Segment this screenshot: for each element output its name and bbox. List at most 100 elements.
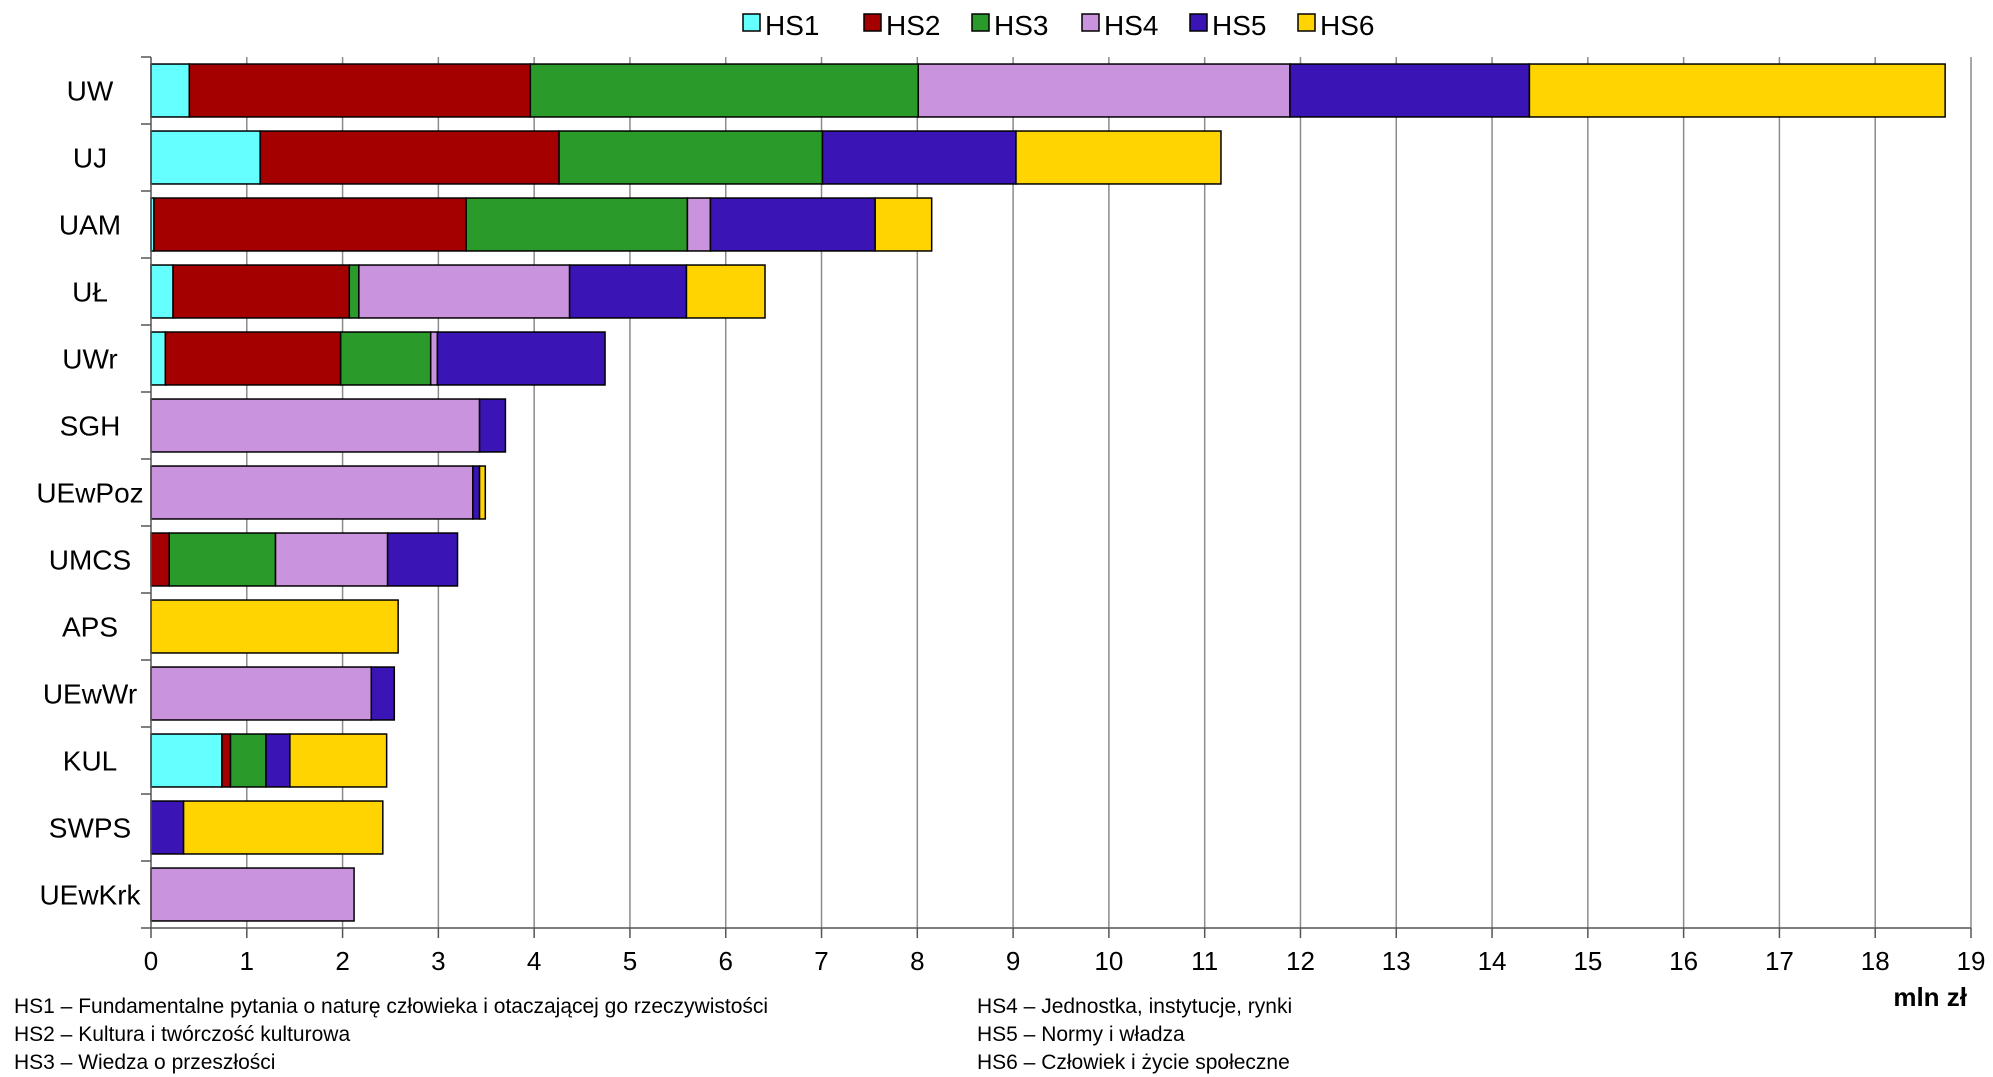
bar-hs4: [150, 867, 355, 922]
category-label: UWr: [62, 344, 117, 375]
bar-hs5: [386, 532, 459, 587]
bar-hs3: [229, 733, 267, 788]
legend-label-hs6: HS6: [1320, 10, 1374, 41]
bars: [150, 63, 1946, 922]
bar-hs6: [1528, 63, 1946, 118]
bar-hs5: [478, 398, 507, 453]
category-label: UAM: [59, 210, 121, 241]
x-tick-label: 13: [1382, 946, 1411, 976]
bar-hs5: [370, 666, 396, 721]
legend-swatch-hs6: [1297, 13, 1316, 32]
legend-swatch-hs2: [863, 13, 882, 32]
bar-hs4: [358, 264, 571, 319]
note-hs6: HS6 – Człowiek i życie społeczne: [977, 1051, 1290, 1074]
x-tick-label: 3: [431, 946, 445, 976]
x-tick-label: 10: [1094, 946, 1123, 976]
legend-swatch-hs3: [971, 13, 990, 32]
legend-label-hs5: HS5: [1212, 10, 1266, 41]
bar-hs2: [164, 331, 342, 386]
note-hs1: HS1 – Fundamentalne pytania o naturę czł…: [14, 995, 769, 1018]
bar-hs4: [917, 63, 1291, 118]
bar-hs5: [265, 733, 291, 788]
bar-hs2: [188, 63, 532, 118]
legend: HS1 HS2 HS3 HS4 HS5 HS6: [742, 10, 1374, 41]
x-tick-label: 15: [1573, 946, 1602, 976]
x-tick-label: 19: [1957, 946, 1986, 976]
category-label: UJ: [73, 143, 107, 174]
note-hs5: HS5 – Normy i władza: [977, 1023, 1185, 1046]
bar-hs4: [429, 331, 439, 386]
x-tick-label: 4: [527, 946, 541, 976]
bar-hs4: [150, 666, 373, 721]
legend-label-hs2: HS2: [886, 10, 940, 41]
bar-hs2: [172, 264, 351, 319]
legend-label-hs3: HS3: [994, 10, 1048, 41]
x-tick-label: 14: [1478, 946, 1507, 976]
bar-hs6: [289, 733, 388, 788]
x-tick-label: 1: [240, 946, 254, 976]
legend-swatch-hs4: [1081, 13, 1100, 32]
x-tick-label: 9: [1006, 946, 1020, 976]
bar-hs2: [153, 197, 467, 252]
category-label: SWPS: [49, 813, 131, 844]
x-tick-label: 17: [1765, 946, 1794, 976]
x-tick-labels: 0 1 2 3 4 5 6 7 8 9 10 11 12 13 14 15 16 17 18 19: [144, 946, 1986, 976]
x-tick-label: 16: [1669, 946, 1698, 976]
bar-hs5: [436, 331, 606, 386]
x-tick-label: 0: [144, 946, 158, 976]
bar-hs1: [150, 733, 223, 788]
category-label: UW: [67, 76, 114, 107]
bar-hs4: [150, 465, 474, 520]
x-axis-unit-label: mln zł: [1893, 982, 1967, 1012]
bar-hs3: [465, 197, 689, 252]
bar-hs5: [472, 465, 481, 520]
bar-hs2: [150, 532, 170, 587]
legend-swatch-hs1: [742, 13, 761, 32]
x-tick-label: 8: [910, 946, 924, 976]
gridlines: [246, 57, 1972, 928]
bar-hs3: [168, 532, 277, 587]
bar-hs3: [348, 264, 360, 319]
bar-hs6: [1015, 130, 1222, 185]
bar-hs1: [150, 331, 167, 386]
category-label: UŁ: [72, 277, 108, 308]
bar-hs5: [1289, 63, 1531, 118]
x-tick-label: 6: [719, 946, 733, 976]
bar-hs4: [686, 197, 712, 252]
bar-hs6: [150, 599, 399, 654]
category-label: UEwWr: [43, 679, 137, 710]
legend-swatch-hs5: [1189, 13, 1208, 32]
bar-hs2: [221, 733, 232, 788]
category-label: KUL: [63, 746, 117, 777]
bar-hs1: [150, 63, 191, 118]
category-label: UEwPoz: [36, 478, 143, 509]
bar-hs6: [182, 800, 384, 855]
bar-hs1: [150, 264, 174, 319]
x-tick-label: 7: [814, 946, 828, 976]
bar-hs2: [259, 130, 560, 185]
category-label: APS: [62, 612, 118, 643]
bar-hs3: [529, 63, 920, 118]
category-label: UMCS: [49, 545, 131, 576]
bar-hs6: [685, 264, 766, 319]
category-label: SGH: [60, 411, 121, 442]
x-tick-label: 11: [1191, 946, 1218, 976]
notes-right: HS4 – Jednostka, instytucje, rynki HS5 –…: [977, 993, 1292, 1077]
axes: [141, 56, 1972, 938]
bar-hs6: [874, 197, 933, 252]
note-hs2: HS2 – Kultura i twórczość kulturowa: [14, 1023, 351, 1046]
bar-hs5: [821, 130, 1017, 185]
category-label: UEwKrk: [39, 880, 141, 911]
legend-label-hs4: HS4: [1104, 10, 1158, 41]
note-hs4: HS4 – Jednostka, instytucje, rynki: [977, 995, 1293, 1018]
bar-hs3: [339, 331, 432, 386]
bar-hs5: [568, 264, 688, 319]
x-tick-label: 12: [1286, 946, 1315, 976]
x-tick-label: 2: [335, 946, 349, 976]
legend-label-hs1: HS1: [765, 10, 819, 41]
bar-hs4: [150, 398, 481, 453]
bar-hs4: [274, 532, 389, 587]
bar-hs5: [709, 197, 876, 252]
bar-hs5: [150, 800, 185, 855]
